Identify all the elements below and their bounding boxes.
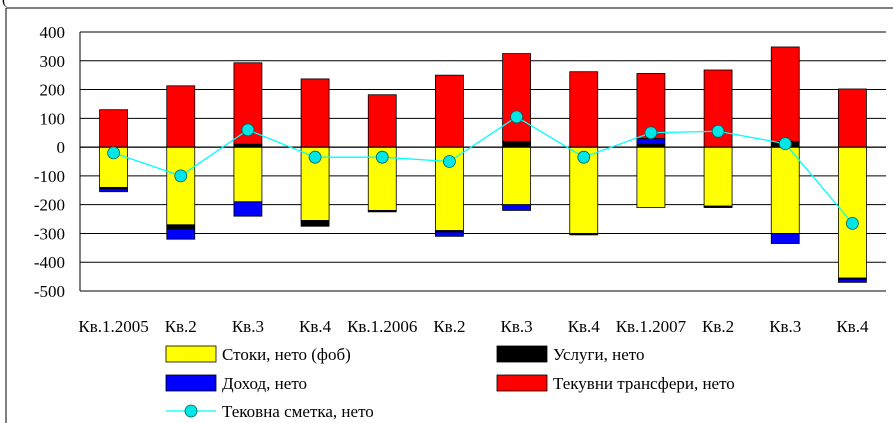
x-tick-label: Кв.4 — [299, 317, 332, 336]
x-tick-label: Кв.3 — [501, 317, 533, 336]
x-tick-labels: Кв.1.2005 Кв.2 Кв.3 Кв.4 Кв.1.2006 Кв.2 Кв.3 Кв… — [78, 317, 869, 336]
y-tick-label: -300 — [34, 224, 65, 243]
bar-segment-series-0-2 — [233, 146, 263, 203]
x-tick-label: Кв.2 — [165, 317, 197, 336]
bars — [99, 46, 867, 283]
x-tick-label: Кв.4 — [568, 317, 601, 336]
x-tick-label: Кв.3 — [232, 317, 264, 336]
bar-segment-series-1-1 — [166, 224, 196, 230]
y-tick-label: -400 — [34, 253, 65, 272]
y-tick-label: 200 — [40, 81, 66, 100]
x-tick-label: Кв.1.2005 — [78, 317, 148, 336]
line-point-3 — [308, 150, 322, 164]
x-tick-label: Кв.1.2006 — [347, 317, 417, 336]
bar-segment-series-3-1 — [166, 85, 196, 148]
legend-label-3: Текувни трансфери, нето — [553, 374, 735, 393]
line-point-11 — [846, 216, 859, 230]
y-tick-label: 0 — [57, 138, 66, 157]
line-point-8 — [644, 126, 658, 140]
bar-segment-series-2-5 — [435, 231, 464, 237]
legend-label-1: Услуги, нето — [553, 345, 644, 364]
current-account-polyline — [113, 116, 853, 224]
legend-label-2: Доход, нето — [222, 374, 307, 393]
bar-segment-series-3-7 — [569, 71, 599, 148]
line-point-10 — [778, 137, 792, 151]
bar-segment-series-3-5 — [435, 74, 464, 148]
bar-segment-series-0-10 — [770, 146, 800, 234]
line-point-9 — [711, 124, 725, 138]
bar-segment-series-3-4 — [367, 94, 397, 148]
legend-swatch-1 — [496, 345, 548, 363]
legend-label-0: Стоки, нето (фоб) — [222, 345, 351, 364]
bar-segment-series-3-3 — [300, 78, 330, 148]
bar-segment-series-2-8 — [636, 138, 666, 145]
y-tick-label: -500 — [34, 282, 65, 301]
y-tick-label: -200 — [34, 196, 65, 215]
current-account-line — [107, 110, 859, 230]
bar-segment-series-1-4 — [367, 210, 397, 213]
bar-segment-series-1-3 — [300, 220, 330, 227]
x-tick-label: Кв.2 — [702, 317, 734, 336]
bar-segment-series-2-11 — [838, 279, 867, 283]
bar-segment-series-2-10 — [770, 233, 800, 244]
line-point-4 — [375, 150, 389, 164]
bar-segment-series-2-2 — [233, 201, 263, 217]
legend: Стоки, нето (фоб) Услуги, нето Доход, нето… — [165, 345, 735, 421]
line-point-5 — [443, 155, 456, 168]
legend-swatch-0 — [165, 345, 217, 363]
bar-segment-series-0-1 — [166, 146, 196, 226]
bar-segment-series-1-6 — [502, 140, 531, 148]
legend-label-4: Тековна сметка, нето — [222, 402, 374, 421]
x-tick-label: Кв.4 — [836, 317, 869, 336]
line-point-6 — [510, 110, 523, 124]
line-point-0 — [107, 146, 120, 160]
bar-segment-series-0-6 — [502, 146, 531, 206]
bar-segment-series-2-1 — [166, 228, 196, 240]
bar-segment-series-1-9 — [703, 205, 733, 208]
y-tick-label: 300 — [40, 52, 66, 71]
bar-segment-series-1-7 — [569, 233, 599, 236]
y-tick-label: -100 — [34, 167, 65, 186]
bar-segment-series-2-6 — [502, 204, 531, 211]
bar-segment-series-3-11 — [838, 88, 867, 148]
x-tick-label: Кв.3 — [769, 317, 801, 336]
bar-segment-series-3-0 — [99, 109, 128, 148]
bar-segment-series-0-8 — [636, 146, 666, 208]
legend-swatch-2 — [165, 374, 217, 392]
bar-segment-series-3-9 — [703, 69, 733, 148]
bar-segment-series-2-0 — [99, 188, 128, 193]
line-point-1 — [174, 169, 188, 183]
legend-marker-swatch — [184, 404, 198, 418]
legend-swatch-3 — [496, 374, 548, 392]
x-tick-label: Кв.1.2007 — [616, 317, 687, 336]
line-point-2 — [241, 123, 255, 137]
y-tick-label: 100 — [40, 109, 66, 128]
x-tick-label: Кв.2 — [433, 317, 465, 336]
bar-segment-series-3-10 — [770, 46, 800, 142]
bar-segment-series-3-6 — [502, 53, 531, 142]
line-point-7 — [577, 150, 591, 164]
bar-segment-series-0-9 — [703, 146, 733, 207]
y-tick-labels: 400 300 200 100 0 -100 -200 -300 -400 -500 — [34, 23, 65, 301]
y-tick-label: 400 — [40, 23, 66, 42]
header-fragment: ( — [2, 0, 7, 8]
